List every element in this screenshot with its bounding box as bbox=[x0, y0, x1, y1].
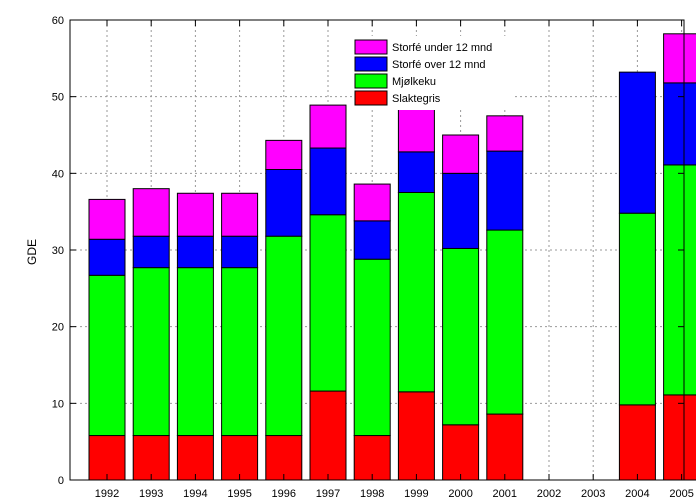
x-tick-label: 1993 bbox=[139, 488, 163, 500]
x-tick-label: 2000 bbox=[448, 488, 472, 500]
bar-segment-1997-storf-under-12-mnd bbox=[309, 104, 347, 149]
axis-tick-labels: 0 10 20 30 40 50 60 1992 1993 1994 1995 1996 1997 199… bbox=[52, 15, 694, 500]
bar-segment-1994-storf-under-12-mnd bbox=[176, 192, 214, 237]
bar-segment-2000-slaktegris bbox=[442, 424, 480, 481]
bar-segment-2000-storf-under-12-mnd bbox=[442, 134, 480, 174]
bar-segment-1998-storf-over-12-mnd bbox=[353, 220, 391, 260]
y-tick-label: 30 bbox=[52, 245, 64, 257]
x-tick-label: 2003 bbox=[581, 488, 605, 500]
bar-segment-1994-storf-over-12-mnd bbox=[176, 235, 214, 269]
bar-segment-1999-storf-over-12-mnd bbox=[397, 151, 435, 194]
bar-segment-2000-storf-over-12-mnd bbox=[442, 172, 480, 249]
bar-segment-1993-mj-lkeku bbox=[132, 267, 170, 437]
y-tick-label: 20 bbox=[52, 322, 64, 334]
axis-ticks bbox=[70, 19, 684, 481]
bar-segment-2004-mj-lkeku bbox=[618, 212, 656, 406]
legend-swatch bbox=[354, 56, 388, 72]
y-tick-label: 10 bbox=[52, 398, 64, 410]
bar-segment-2001-storf-over-12-mnd bbox=[486, 150, 524, 231]
bar-segment-1992-mj-lkeku bbox=[88, 274, 126, 437]
bar-segment-1998-slaktegris bbox=[353, 435, 391, 481]
bar-segment-1993-storf-under-12-mnd bbox=[132, 188, 170, 237]
bar-segment-1993-storf-over-12-mnd bbox=[132, 235, 170, 269]
bar-segment-2000-mj-lkeku bbox=[442, 247, 480, 426]
x-tick-label: 2001 bbox=[493, 488, 517, 500]
x-tick-label: 1999 bbox=[404, 488, 428, 500]
x-tick-label: 1996 bbox=[272, 488, 296, 500]
x-tick-label: 1992 bbox=[95, 488, 119, 500]
legend-swatch bbox=[354, 39, 388, 55]
y-axis-label: GDE bbox=[25, 239, 39, 265]
bar-segment-1996-storf-over-12-mnd bbox=[265, 169, 303, 237]
bar-segment-1997-mj-lkeku bbox=[309, 214, 347, 392]
bar-segment-1998-mj-lkeku bbox=[353, 258, 391, 437]
bar-segment-1992-storf-under-12-mnd bbox=[88, 198, 126, 240]
bar-segment-2005-storf-under-12-mnd bbox=[663, 33, 696, 84]
bar-segment-2004-slaktegris bbox=[618, 404, 656, 481]
x-tick-label: 2005 bbox=[669, 488, 693, 500]
bar-segment-1992-storf-over-12-mnd bbox=[88, 238, 126, 276]
bar-segment-2004-storf-over-12-mnd bbox=[618, 71, 656, 214]
legend-label: Storfé over 12 mnd bbox=[392, 59, 486, 71]
x-tick-label: 1997 bbox=[316, 488, 340, 500]
bar-segment-1995-storf-over-12-mnd bbox=[221, 235, 259, 269]
bars bbox=[88, 33, 696, 481]
bar-segment-1999-slaktegris bbox=[397, 391, 435, 481]
x-tick-label: 1994 bbox=[183, 488, 207, 500]
bar-segment-1996-mj-lkeku bbox=[265, 235, 303, 437]
x-tick-label: 2004 bbox=[625, 488, 649, 500]
bar-segment-1999-storf-under-12-mnd bbox=[397, 108, 435, 153]
bar-segment-1998-storf-under-12-mnd bbox=[353, 183, 391, 222]
y-tick-label: 50 bbox=[52, 92, 64, 104]
x-tick-label: 2002 bbox=[537, 488, 561, 500]
legend-label: Slaktegris bbox=[392, 93, 441, 105]
bar-segment-1995-storf-under-12-mnd bbox=[221, 192, 259, 237]
bar-segment-1994-slaktegris bbox=[176, 435, 214, 481]
x-tick-label: 1998 bbox=[360, 488, 384, 500]
bar-segment-1994-mj-lkeku bbox=[176, 267, 214, 437]
bar-segment-2005-storf-over-12-mnd bbox=[663, 82, 696, 166]
legend-label: Storfé under 12 mnd bbox=[392, 42, 492, 54]
bar-segment-2001-slaktegris bbox=[486, 413, 524, 481]
legend-label: Mjølkeku bbox=[392, 76, 436, 88]
bar-segment-1996-storf-under-12-mnd bbox=[265, 139, 303, 171]
bar-segment-1992-slaktegris bbox=[88, 435, 126, 481]
legend-swatch bbox=[354, 90, 388, 106]
bar-segment-2001-mj-lkeku bbox=[486, 229, 524, 415]
x-tick-label: 1995 bbox=[227, 488, 251, 500]
bar-segment-1993-slaktegris bbox=[132, 435, 170, 481]
legend-swatch bbox=[354, 73, 388, 89]
bar-segment-1999-mj-lkeku bbox=[397, 192, 435, 393]
y-tick-label: 0 bbox=[58, 475, 64, 487]
legend: Storfé under 12 mnd Storfé over 12 mnd Mjø… bbox=[354, 36, 514, 110]
bar-segment-1995-slaktegris bbox=[221, 435, 259, 481]
bar-segment-1997-slaktegris bbox=[309, 390, 347, 481]
y-tick-label: 60 bbox=[52, 15, 64, 27]
bar-segment-1995-mj-lkeku bbox=[221, 267, 259, 437]
bar-segment-1996-slaktegris bbox=[265, 435, 303, 481]
bar-segment-2005-slaktegris bbox=[663, 394, 696, 481]
bar-segment-2005-mj-lkeku bbox=[663, 164, 696, 396]
y-tick-label: 40 bbox=[52, 168, 64, 180]
bar-segment-2001-storf-under-12-mnd bbox=[486, 115, 524, 152]
bar-segment-1997-storf-over-12-mnd bbox=[309, 147, 347, 216]
